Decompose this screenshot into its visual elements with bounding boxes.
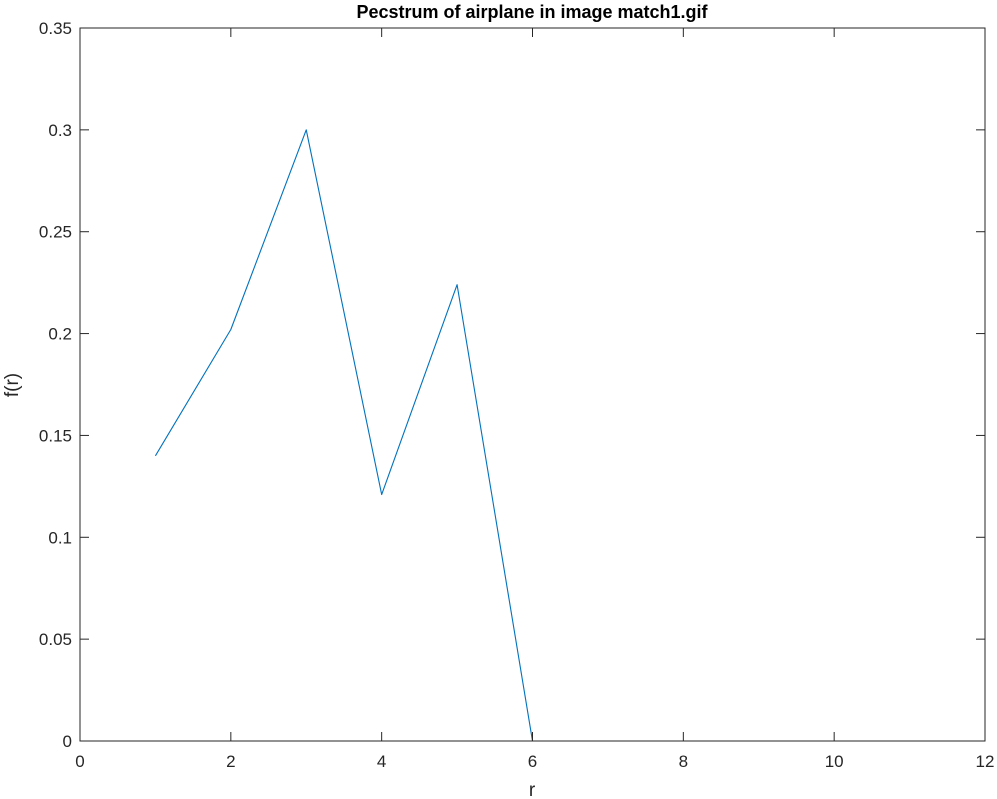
y-tick-label: 0.05 <box>39 630 72 649</box>
x-tick-label: 6 <box>528 752 537 771</box>
x-axis-label: r <box>529 780 536 799</box>
x-tick-label: 10 <box>825 752 844 771</box>
x-tick-label: 4 <box>377 752 386 771</box>
tick-labels-layer: 0 2 4 6 8 10 12 0 0.05 0.1 0.15 0.2 0.25 0.3 0.35 <box>39 19 995 771</box>
plot-area <box>80 28 985 741</box>
x-tick-label: 2 <box>226 752 235 771</box>
x-tick-label: 0 <box>75 752 84 771</box>
axes-box <box>79 27 986 742</box>
y-axis-label: f(r) <box>2 373 23 397</box>
y-tick-label: 0.2 <box>48 325 72 344</box>
x-tick-label: 8 <box>679 752 688 771</box>
y-tick-label: 0.35 <box>39 19 72 38</box>
y-tick-label: 0.15 <box>39 426 72 445</box>
y-tick-label: 0.25 <box>39 223 72 242</box>
chart-title: Pecstrum of airplane in image match1.gif <box>356 2 708 22</box>
y-tick-label: 0 <box>63 732 72 751</box>
x-tick-label: 12 <box>976 752 995 771</box>
y-tick-label: 0.3 <box>48 121 72 140</box>
y-tick-label: 0.1 <box>48 528 72 547</box>
